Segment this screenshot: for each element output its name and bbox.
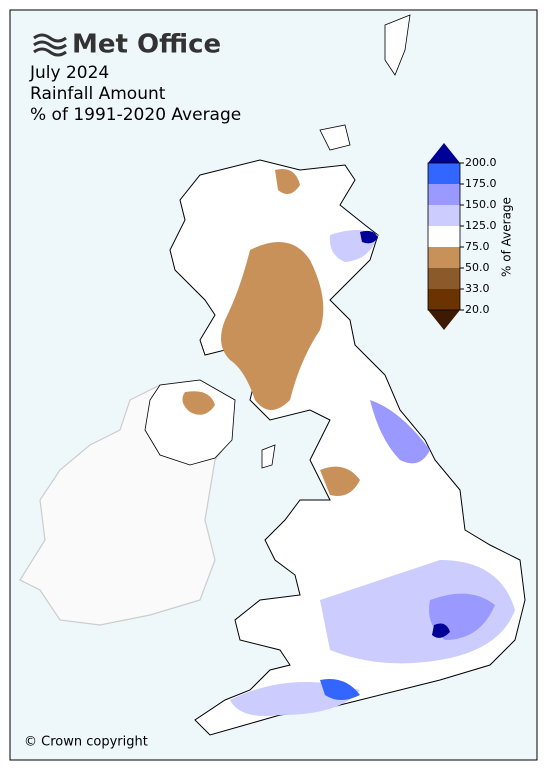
colorbar-tick-label: 33.0 [465,282,490,295]
rain-below-average [182,391,215,415]
colorbar-tick-label: 75.0 [465,240,490,253]
logo-waves [33,33,67,57]
colorbar-tick-label: 200.0 [465,156,497,169]
isle-of-man [261,444,276,469]
map-title: July 2024 [29,63,109,83]
colorbar-over [428,143,460,163]
copyright: © Crown copyright [24,735,148,750]
colorbar-segment [428,268,460,289]
shetland [384,14,411,76]
colorbar-segment [428,289,460,310]
rain-well-above [432,623,450,638]
colorbar-tick-label: 125.0 [465,219,497,232]
colorbar-segment [428,184,460,205]
map-subtitle: Rainfall Amount [30,84,166,104]
colorbar-under [428,310,460,330]
colorbar-tick-label: 150.0 [465,198,497,211]
rain-above-average [320,560,515,664]
colorbar-tick-label: 20.0 [465,303,490,316]
colorbar-outline [427,162,461,311]
rain-below-average [320,466,360,496]
logo-text: Met Office [72,30,221,60]
rain-well-above [360,230,378,244]
rain-well-above [320,679,360,700]
map-caption: % of 1991-2020 Average [30,105,241,125]
legend-title: % of Average [500,197,514,277]
colorbar-segment [428,163,460,184]
colorbar-segment [428,226,460,247]
colorbar-tick-label: 50.0 [465,261,490,274]
colorbar-segment [428,205,460,226]
rain-above-average [370,400,430,464]
rain-below-average [221,242,324,410]
colorbar-segment [428,247,460,268]
orkney [319,124,351,151]
colorbar-tick-label: 175.0 [465,177,497,190]
rain-below-average [275,169,300,194]
